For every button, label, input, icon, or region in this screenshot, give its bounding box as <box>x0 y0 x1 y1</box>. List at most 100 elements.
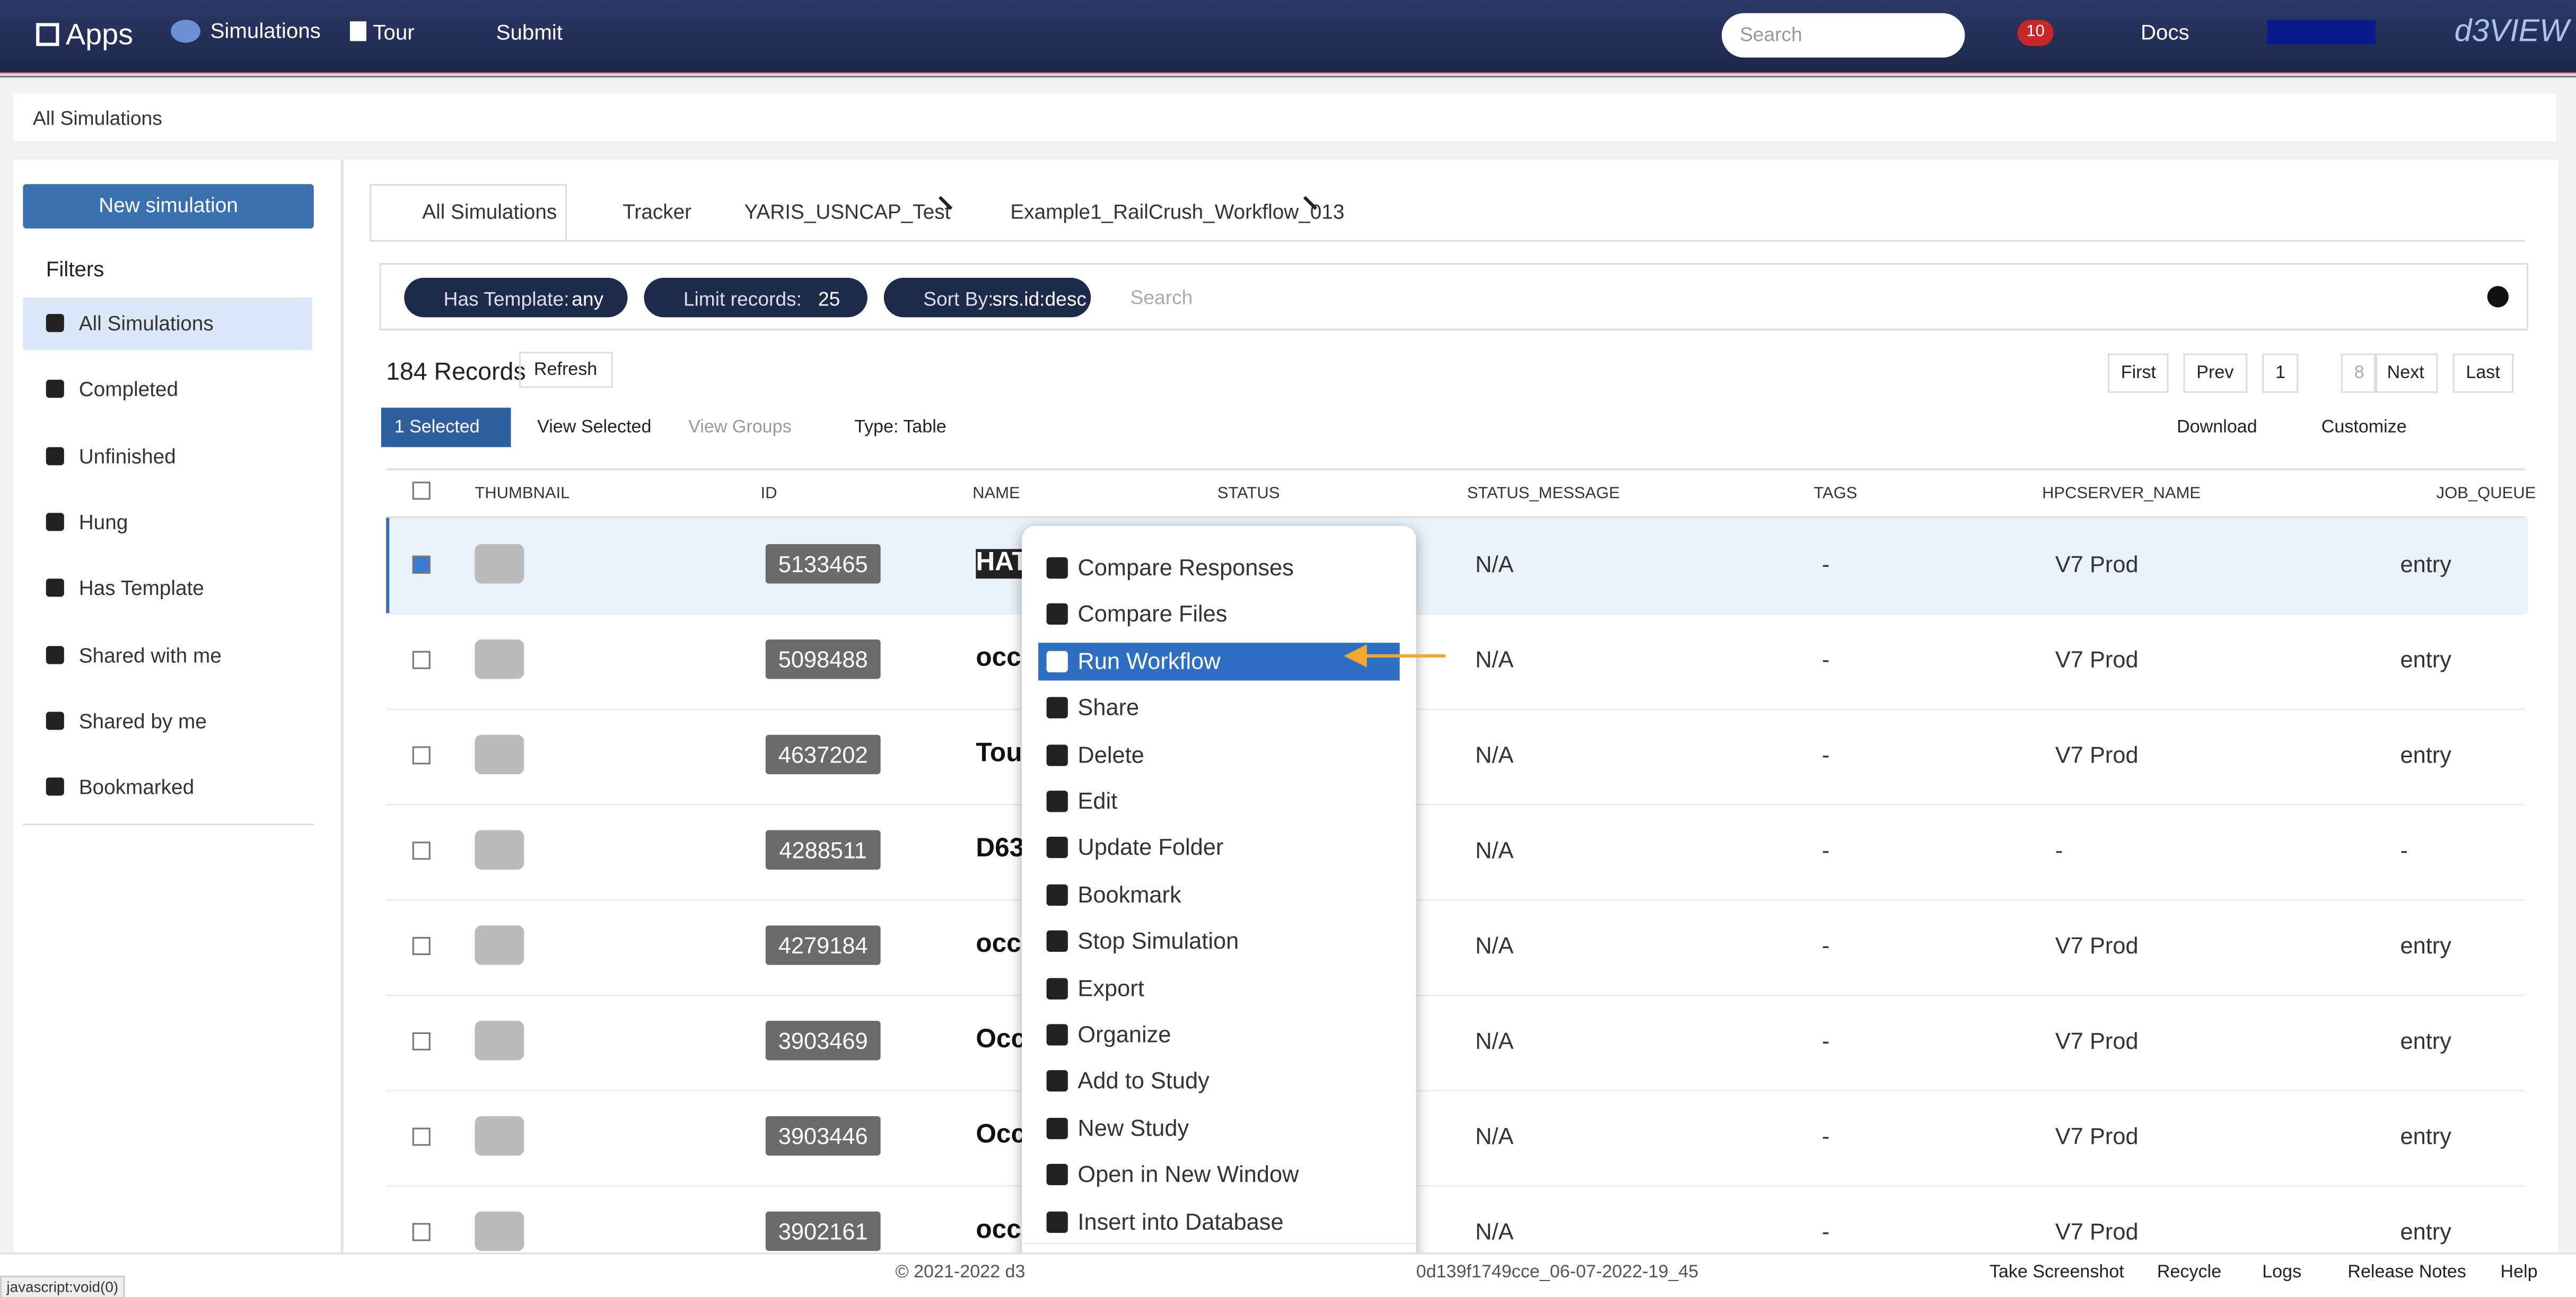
tour[interactable]: Tour <box>373 20 415 45</box>
view-selected[interactable]: View Selected <box>537 417 652 437</box>
menu-icon <box>1046 1024 1068 1046</box>
menu-item[interactable]: Open in New Window <box>1077 1161 1299 1187</box>
menu-item[interactable]: Export <box>1077 974 1144 1001</box>
pagination-page[interactable]: 1 <box>2262 353 2299 393</box>
pagination-prev[interactable]: Prev <box>2183 353 2247 393</box>
sim-name[interactable]: Occ <box>976 1026 1026 1054</box>
sidebar-item[interactable]: Unfinished <box>78 444 176 468</box>
tags: - <box>1821 1027 1830 1054</box>
sidebar-item[interactable]: Has Template <box>78 577 204 601</box>
menu-item[interactable]: Delete <box>1077 740 1144 767</box>
sim-name[interactable]: occ <box>976 930 1021 959</box>
menu-item[interactable]: Update Folder <box>1077 834 1224 861</box>
menu-item[interactable]: Insert into Database <box>1077 1207 1284 1234</box>
sim-name[interactable]: occ <box>976 1216 1021 1245</box>
sidebar-item[interactable]: Shared with me <box>78 643 222 667</box>
footer-link[interactable]: Take Screenshot <box>1989 1262 2124 1283</box>
pagination-total[interactable]: 8 <box>2341 353 2378 393</box>
hpc-server: V7 Prod <box>2055 550 2139 577</box>
tab[interactable]: Example1_RailCrush_Workflow_013 <box>1010 200 1345 224</box>
menu-item[interactable]: Edit <box>1077 787 1118 814</box>
filter-chip: Limit records: 25 <box>644 277 868 318</box>
row-border <box>386 1090 2525 1092</box>
thumbnail <box>475 830 524 870</box>
tags: - <box>1821 836 1830 863</box>
tab-active <box>370 184 567 242</box>
sidebar-item[interactable]: Hung <box>78 511 128 534</box>
hpc-server: - <box>2055 836 2063 863</box>
menu-item[interactable]: Compare Files <box>1077 600 1228 627</box>
logo: d3VIEW <box>2454 14 2569 50</box>
pagination-next[interactable]: Next <box>2373 353 2438 393</box>
apps[interactable]: Apps <box>65 18 134 51</box>
sim-id[interactable]: 5133465 <box>765 544 881 584</box>
navbar-stripe <box>0 72 2576 77</box>
tab[interactable]: YARIS_USNCAP_Test <box>744 200 951 224</box>
row-checkbox <box>412 937 431 956</box>
sidebar-item[interactable]: Bookmarked <box>78 776 195 799</box>
notification-badge[interactable]: 10 <box>2017 20 2054 46</box>
menu-icon <box>1046 791 1068 812</box>
menu-item[interactable]: Organize <box>1077 1021 1171 1047</box>
menu-icon <box>1046 1117 1068 1139</box>
sim-id[interactable]: 5098488 <box>765 639 881 679</box>
type-table[interactable]: Type: Table <box>854 417 947 437</box>
footer-link[interactable]: Recycle <box>2157 1262 2222 1283</box>
breadcrumb: All Simulations <box>32 107 162 130</box>
pagination-first[interactable]: First <box>2107 353 2169 393</box>
sidebar-divider <box>23 823 314 826</box>
sim-id[interactable]: 3903446 <box>765 1116 881 1156</box>
sim-id[interactable]: 4637202 <box>765 734 881 775</box>
filter-search[interactable]: Search <box>1130 286 1193 309</box>
menu-item[interactable]: Compare Responses <box>1077 554 1294 581</box>
sim-id[interactable]: 4288511 <box>765 830 881 870</box>
menu-item[interactable]: Add to Study <box>1077 1067 1210 1094</box>
pagination-last[interactable]: Last <box>2452 353 2513 393</box>
customize[interactable]: Customize <box>2321 417 2407 437</box>
download[interactable]: Download <box>2177 417 2257 437</box>
sidebar: New simulation Filters All Simulations Comp… <box>13 159 340 1261</box>
submit[interactable]: Submit <box>496 20 563 45</box>
new-simulation-button[interactable]: New simulation <box>23 184 314 229</box>
status-message: N/A <box>1475 1123 1514 1149</box>
search-placeholder[interactable]: Search <box>1739 23 1802 46</box>
apps-icon <box>36 23 59 46</box>
row-border <box>386 899 2525 901</box>
menu-item[interactable]: Run Workflow <box>1077 647 1221 674</box>
menu-footer-line <box>1022 1242 1416 1245</box>
arrow-head <box>1344 644 1367 668</box>
menu-item[interactable]: Stop Simulation <box>1077 927 1239 954</box>
hpc-server: V7 Prod <box>2055 741 2139 768</box>
menu-item[interactable]: Share <box>1077 694 1140 721</box>
column-header: NAME <box>972 485 1020 503</box>
footer-link[interactable]: Release Notes <box>2347 1262 2466 1283</box>
user-name-redacted <box>2267 20 2376 45</box>
tab[interactable]: Tracker <box>623 200 692 224</box>
sim-name[interactable]: HAT <box>976 549 1028 579</box>
info-icon <box>2487 286 2509 308</box>
tab[interactable]: All Simulations <box>422 200 557 224</box>
sidebar-item[interactable]: All Simulations <box>78 312 214 336</box>
menu-highlight <box>1038 642 1400 680</box>
footer-link[interactable]: Logs <box>2262 1262 2302 1283</box>
selected-button[interactable]: 1 Selected <box>381 407 511 448</box>
docs[interactable]: Docs <box>2140 20 2189 45</box>
simulations[interactable]: Simulations <box>210 18 321 43</box>
sim-name[interactable]: Tou <box>976 740 1022 768</box>
search-box: Search <box>1721 13 1965 58</box>
sim-name[interactable]: D63 <box>976 835 1024 863</box>
sidebar-item[interactable]: Shared by me <box>78 709 207 733</box>
sidebar-item[interactable]: Completed <box>78 378 179 402</box>
sim-id[interactable]: 3902161 <box>765 1211 881 1251</box>
view-groups[interactable]: View Groups <box>688 417 792 437</box>
footer-link[interactable]: Help <box>2500 1262 2538 1283</box>
refresh-button[interactable]: Refresh <box>519 352 612 388</box>
sim-name[interactable]: Occ <box>976 1121 1026 1149</box>
sim-name[interactable]: occ <box>976 644 1021 672</box>
navbar <box>0 0 2576 73</box>
sim-id[interactable]: 3903469 <box>765 1021 881 1061</box>
sim-id[interactable]: 4279184 <box>765 925 881 965</box>
menu-item[interactable]: Bookmark <box>1077 881 1181 907</box>
menu-item[interactable]: New Study <box>1077 1114 1189 1141</box>
filter-chip: Sort By: srs.id:desc <box>883 277 1091 318</box>
